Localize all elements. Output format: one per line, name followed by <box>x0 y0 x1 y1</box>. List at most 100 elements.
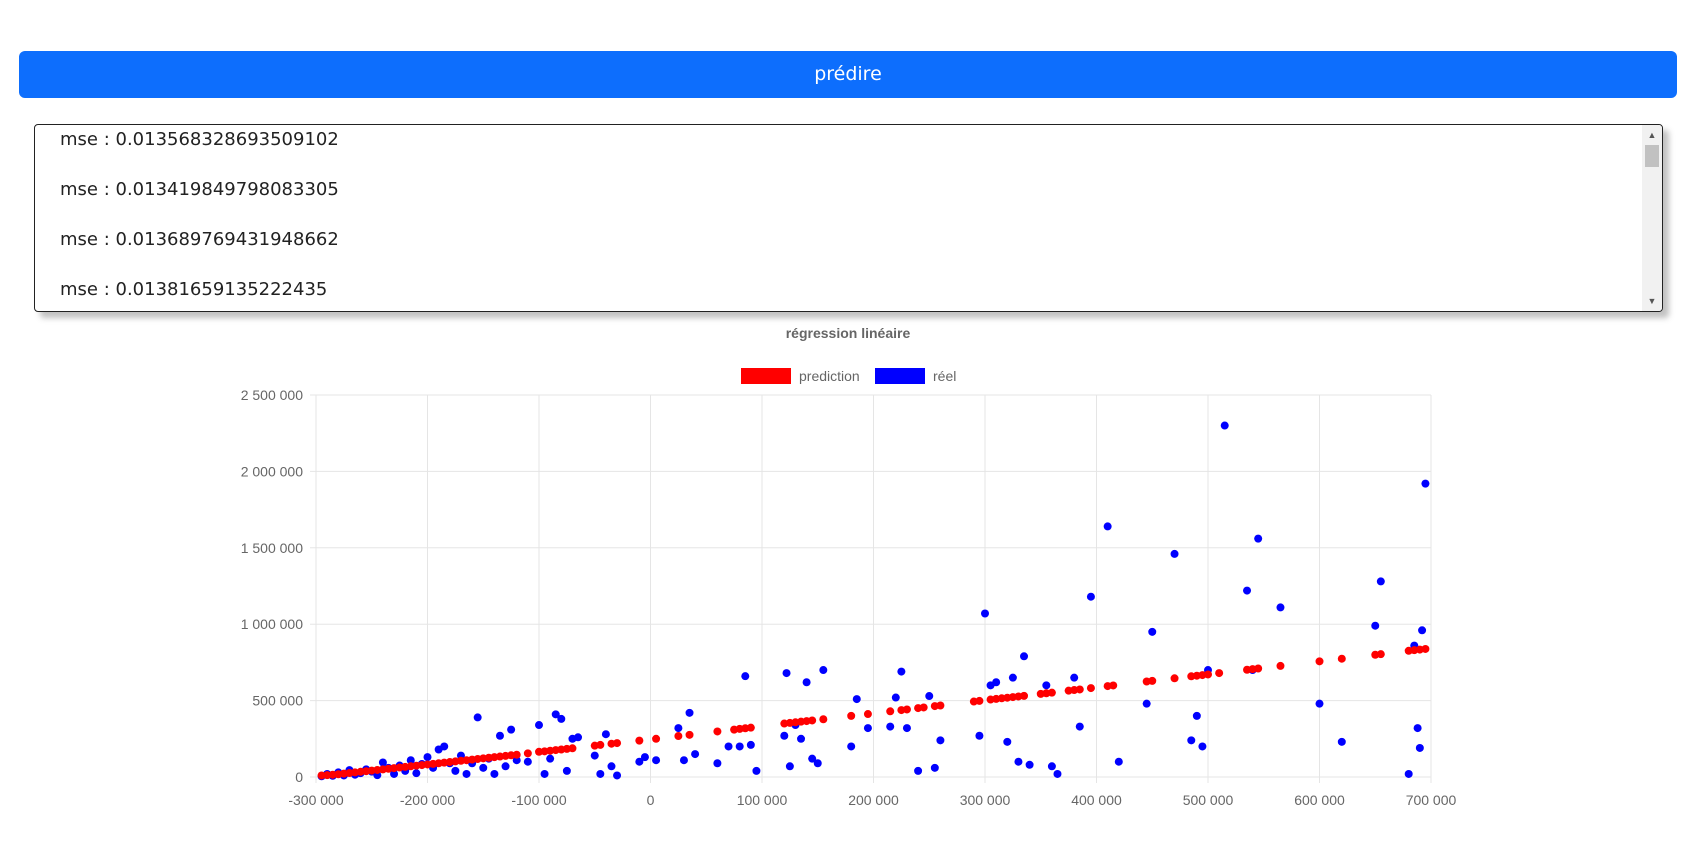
real-point <box>574 733 583 742</box>
legend-label: réel <box>933 368 956 384</box>
real-point <box>1192 711 1201 720</box>
real-point <box>1404 769 1413 778</box>
y-tick-label: 2 500 000 <box>241 387 303 403</box>
legend-swatch <box>875 368 925 384</box>
prediction-point <box>1204 670 1212 679</box>
y-tick-label: 1 000 000 <box>241 616 303 632</box>
real-point <box>440 742 449 751</box>
real-point <box>802 678 811 687</box>
real-point <box>652 756 661 765</box>
prediction-point <box>1047 688 1056 697</box>
prediction-point <box>847 711 856 720</box>
prediction-point <box>863 710 872 719</box>
real-point <box>863 724 872 733</box>
mse-results-list[interactable]: mse : 0.013568328693509102 mse : 0.01341… <box>34 124 1663 312</box>
real-point <box>1142 699 1151 708</box>
real-point <box>1415 743 1424 752</box>
real-point <box>495 731 504 740</box>
y-tick-label: 0 <box>295 769 303 785</box>
prediction-point <box>596 740 605 749</box>
real-point <box>412 769 421 778</box>
real-point <box>551 710 560 719</box>
real-point <box>785 762 794 771</box>
real-point <box>741 672 750 681</box>
real-point <box>780 731 789 740</box>
prediction-point <box>674 732 683 741</box>
prediction-point <box>1109 681 1118 690</box>
real-point <box>1170 549 1179 558</box>
real-point <box>1020 652 1029 661</box>
real-point <box>1254 534 1263 543</box>
real-point <box>507 725 516 734</box>
prediction-point <box>1315 657 1324 666</box>
real-point <box>735 742 744 751</box>
prediction-point <box>1421 644 1430 653</box>
real-point <box>546 754 555 763</box>
real-point <box>685 708 694 717</box>
predict-button[interactable]: prédire <box>19 51 1677 98</box>
real-point <box>540 769 549 778</box>
prediction-point <box>746 723 755 732</box>
scroll-down-arrow-icon[interactable]: ▼ <box>1647 296 1657 306</box>
real-point <box>406 756 415 765</box>
real-point <box>490 769 499 778</box>
real-point <box>813 759 822 768</box>
prediction-point <box>1215 669 1224 678</box>
real-point <box>713 759 722 768</box>
real-point <box>847 742 856 751</box>
x-tick-label: 700 000 <box>1406 792 1457 808</box>
real-point <box>390 769 399 778</box>
real-point <box>1371 621 1380 630</box>
mse-item: mse : 0.013689769431948662 <box>60 229 339 250</box>
real-point <box>451 766 460 775</box>
real-point <box>1053 769 1062 778</box>
x-tick-label: -200 000 <box>400 792 455 808</box>
prediction-point <box>919 703 928 712</box>
real-point <box>1025 760 1034 769</box>
real-point <box>891 693 900 702</box>
real-point <box>535 721 543 730</box>
real-point <box>691 750 700 759</box>
prediction-point <box>652 734 661 743</box>
real-point <box>1075 722 1084 731</box>
real-point <box>1103 522 1112 531</box>
real-point <box>808 754 817 763</box>
prediction-point <box>1254 664 1263 673</box>
real-point <box>1047 762 1056 771</box>
x-tick-label: 0 <box>647 792 655 808</box>
real-point <box>1148 627 1157 636</box>
real-point <box>1042 681 1051 690</box>
real-point <box>607 762 616 771</box>
real-point <box>1086 592 1095 601</box>
real-point <box>1421 479 1430 488</box>
real-point <box>992 678 1001 687</box>
scrollbar-thumb[interactable] <box>1645 145 1659 167</box>
prediction-point <box>886 707 895 716</box>
prediction-point <box>1020 691 1029 700</box>
x-tick-label: 500 000 <box>1183 792 1234 808</box>
vertical-scrollbar[interactable]: ▲ ▼ <box>1642 125 1662 311</box>
real-point <box>679 756 688 765</box>
mse-item: mse : 0.013568328693509102 <box>60 129 339 150</box>
prediction-point <box>1086 684 1095 693</box>
y-tick-label: 500 000 <box>252 693 303 709</box>
real-point <box>752 766 761 775</box>
real-point <box>562 766 571 775</box>
real-point <box>925 692 934 701</box>
real-point <box>640 753 649 762</box>
x-tick-label: 600 000 <box>1294 792 1345 808</box>
x-tick-label: 300 000 <box>960 792 1011 808</box>
real-point <box>1008 673 1017 682</box>
real-point <box>601 730 610 739</box>
real-point <box>1070 673 1079 682</box>
mse-list-content: mse : 0.013568328693509102 mse : 0.01341… <box>35 125 1642 311</box>
scroll-up-arrow-icon[interactable]: ▲ <box>1647 130 1657 140</box>
real-point <box>1337 737 1346 746</box>
real-point <box>1315 699 1324 708</box>
real-point <box>936 736 945 745</box>
real-point <box>423 753 432 762</box>
real-point <box>1243 586 1252 595</box>
real-point <box>674 724 683 733</box>
legend-label: prediction <box>799 368 860 384</box>
real-point <box>635 757 644 766</box>
